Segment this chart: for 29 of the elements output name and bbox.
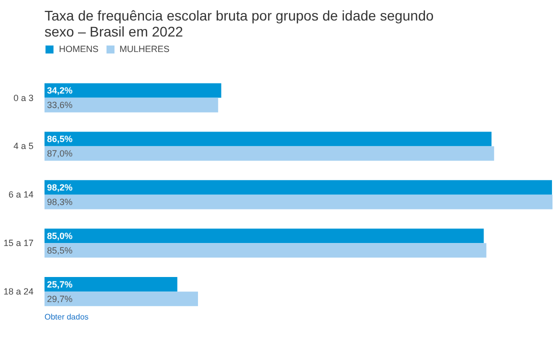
data-label: 85,5%	[47, 245, 73, 256]
bar	[44, 98, 218, 112]
data-label: 98,2%	[47, 182, 73, 192]
data-label: 29,7%	[47, 294, 73, 304]
y-tick-label: 0 a 3	[13, 92, 34, 103]
y-tick-label: 18 a 24	[3, 286, 34, 297]
bar	[44, 194, 552, 210]
bar	[44, 277, 178, 292]
bar	[44, 228, 484, 244]
y-tick-label: 15 a 17	[3, 238, 34, 248]
bar	[44, 243, 486, 258]
legend-label: HOMENS	[59, 44, 99, 54]
y-tick-label: 4 a 5	[13, 141, 34, 152]
y-tick-label: 6 a 14	[8, 190, 34, 200]
bar	[44, 292, 198, 306]
bar	[44, 180, 552, 195]
data-label: 34,2%	[47, 86, 73, 96]
data-label: 33,6%	[47, 100, 73, 110]
bar	[44, 146, 494, 161]
bar	[44, 132, 492, 146]
bar	[44, 83, 222, 98]
annotation: Obter dados	[44, 312, 89, 322]
data-label: 86,5%	[47, 134, 73, 144]
data-label: 85,0%	[47, 230, 73, 241]
data-label: 25,7%	[47, 279, 73, 290]
data-label: 87,0%	[47, 148, 73, 159]
data-label: 98,3%	[47, 196, 73, 207]
legend-label: MULHERES	[120, 44, 170, 54]
chart-title: Taxa de frequência escolar bruta por grupos de idade segundo sexo – Brasil em 2022	[44, 8, 434, 40]
